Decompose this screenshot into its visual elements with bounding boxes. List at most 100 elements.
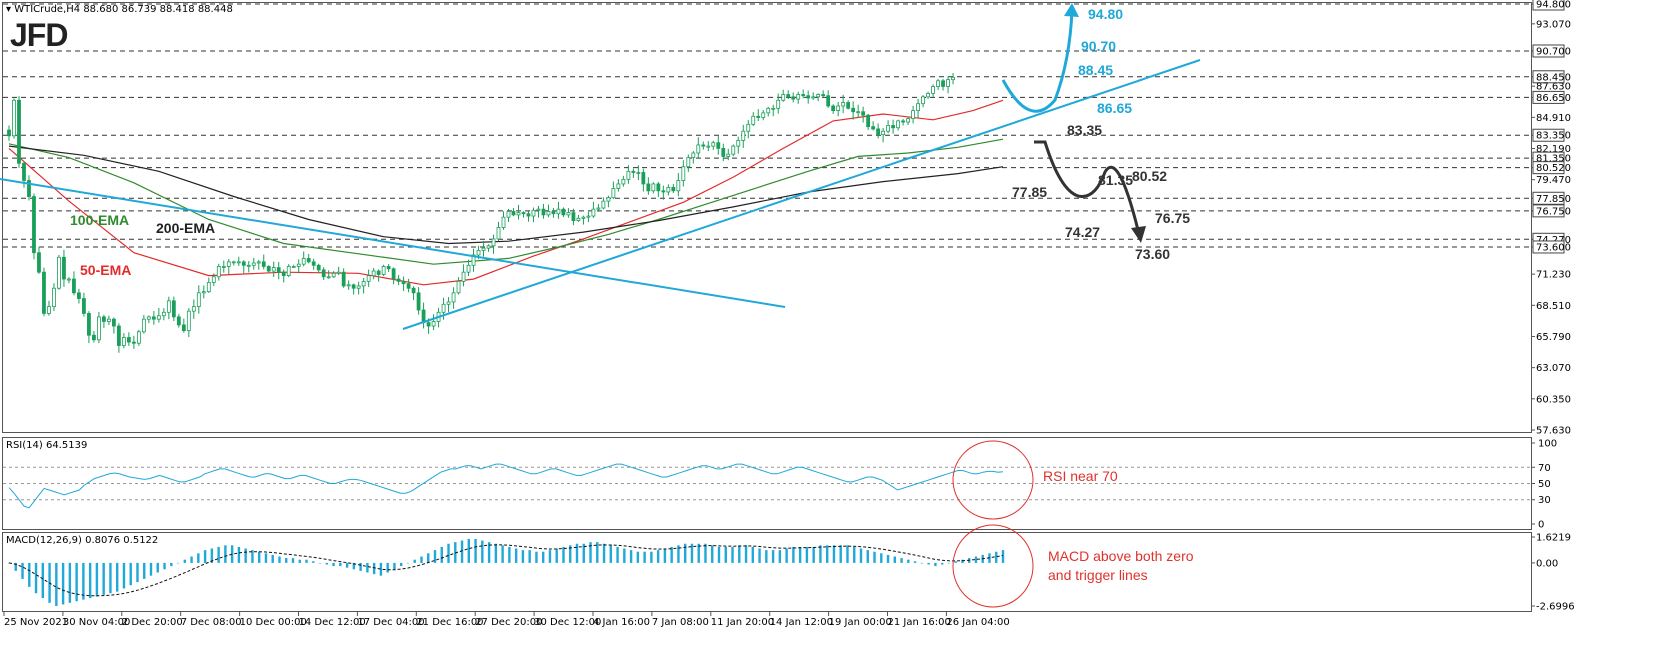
candle-body [296, 263, 301, 267]
macd-bar [623, 548, 626, 563]
candle-body [616, 183, 621, 189]
candle-body [906, 118, 910, 123]
macd-bar [339, 562, 342, 567]
candle-body [171, 300, 176, 318]
price-tick-label: 84.910 [1536, 113, 1571, 124]
candle-body [42, 271, 46, 314]
level-label-80-52: 80.52 [1132, 168, 1167, 184]
candle-body [541, 208, 546, 216]
macd-bar [974, 556, 978, 563]
macd-bar [481, 540, 484, 563]
time-tick-label: 2 Dec 20:00 [122, 617, 183, 628]
candle-body [441, 303, 446, 313]
rsi-note: RSI near 70 [1043, 468, 1118, 484]
candle-body [636, 172, 641, 174]
price-tick-label: 90.700 [1536, 46, 1571, 57]
candle-body [711, 142, 716, 147]
candle-body [111, 318, 116, 327]
target-label-90-70: 90.70 [1081, 38, 1116, 54]
candle-body [391, 268, 396, 280]
price-tick-label: 71.230 [1536, 270, 1571, 281]
candle-body [946, 79, 950, 87]
macd-bar [359, 562, 362, 571]
candle-body [516, 212, 521, 216]
candle-body [72, 278, 76, 294]
price-tick-label: 94.800 [1536, 0, 1571, 11]
candle-body [256, 261, 261, 264]
candle-body [466, 264, 471, 273]
rsi-axis: 100 70 50 30 0 [1531, 439, 1557, 531]
candle-body [57, 256, 61, 289]
ema-lines [8, 99, 1004, 286]
macd-bar [798, 546, 802, 563]
time-tick-label: 30 Dec 12:00 [534, 617, 601, 628]
macd-bar [839, 545, 842, 563]
macd-bar [508, 546, 511, 563]
candle-body [836, 105, 841, 111]
level-gridlines [3, 3, 1531, 248]
macd-bar [271, 554, 274, 563]
macd-bar [961, 559, 964, 563]
candle-body [166, 300, 171, 313]
time-tick-label: 19 Jan 00:00 [829, 617, 892, 628]
macd-pane-frame [2, 532, 1532, 612]
candle-body [346, 284, 351, 287]
macd-bar [291, 558, 295, 563]
macd-bar [41, 562, 45, 599]
candle-body [651, 183, 656, 192]
candle-body [666, 186, 671, 193]
macd-bar [880, 553, 883, 563]
macd-bar [609, 545, 613, 563]
candle-body [611, 188, 616, 199]
macd-bar [683, 543, 687, 563]
candle-body [381, 266, 386, 275]
macd-bar [636, 551, 640, 563]
candle-body [451, 292, 456, 303]
time-tick-label: 17 Dec 04:00 [357, 617, 424, 628]
candle-body [586, 215, 591, 218]
rsi-title: RSI(14) 64.5139 [6, 440, 87, 451]
macd-bar [940, 562, 944, 565]
macd-bar [163, 562, 166, 570]
level-label-76-75: 76.75 [1155, 210, 1190, 226]
macd-bar [521, 550, 525, 563]
candle-body [721, 148, 726, 157]
target-label-88-45: 88.45 [1078, 62, 1113, 78]
candle-body [206, 282, 211, 293]
candle-body [151, 316, 156, 320]
candle-body [406, 283, 411, 289]
candle-body [361, 280, 366, 287]
macd-highlight-circle [952, 524, 1034, 608]
macd-bar [75, 562, 78, 602]
candle-body [106, 318, 111, 322]
rsi-levels [3, 466, 1531, 501]
macd-bar [846, 545, 849, 563]
macd-bar [832, 545, 836, 563]
candle-body [446, 301, 451, 305]
candle-body [716, 142, 721, 149]
macd-bar [589, 542, 592, 563]
rsi-tick-label: 70 [1538, 463, 1551, 474]
macd-bar [82, 562, 85, 600]
candle-body [851, 107, 856, 113]
candle-body [676, 180, 681, 192]
candle-body [751, 115, 756, 125]
macd-bar [298, 559, 301, 563]
price-level-box [1532, 0, 1565, 11]
candle-body [146, 316, 151, 320]
candle-body [921, 96, 925, 105]
candle-body [102, 316, 106, 322]
candle-body [871, 126, 876, 130]
candle-body [691, 152, 696, 158]
macd-bar [61, 562, 65, 605]
candle-body [126, 337, 131, 343]
time-tick-label: 27 Dec 20:00 [475, 617, 542, 628]
candle-body [801, 94, 806, 97]
candle-body [191, 306, 196, 312]
macd-axis: 1.6219 0.00 -2.6996 [1531, 533, 1575, 613]
candle-body [291, 266, 296, 268]
candle-body [641, 172, 646, 185]
candle-body [926, 92, 930, 98]
candle-body [606, 197, 611, 202]
candle-body [216, 266, 221, 278]
